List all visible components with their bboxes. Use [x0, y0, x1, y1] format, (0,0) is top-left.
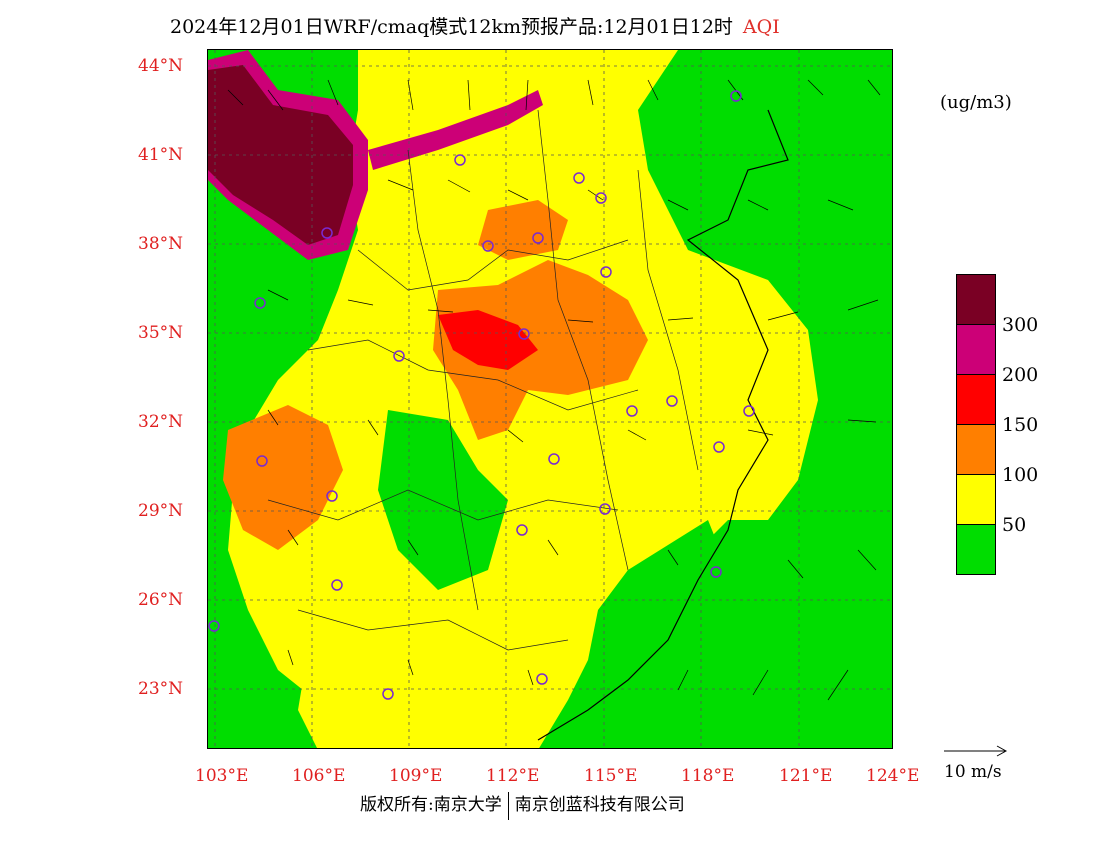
city-markers [208, 90, 755, 700]
legend-swatch-moderate [957, 475, 995, 525]
legend-swatch-good [957, 525, 995, 574]
legend-swatch-hazardous [957, 275, 995, 325]
aqi-band-good-patch-2 [598, 520, 728, 690]
lat-label-3: 38°N [138, 234, 184, 254]
legend-label-100: 100 [1002, 464, 1039, 486]
lon-label-6: 118°E [681, 766, 735, 786]
legend-swatch-sensitive [957, 425, 995, 475]
legend-swatch-unhealthy [957, 375, 995, 425]
lon-label-5: 115°E [584, 766, 638, 786]
lon-label-2: 106°E [292, 766, 346, 786]
lon-label-1: 103°E [195, 766, 249, 786]
wind-reference-arrow-icon [944, 745, 1008, 757]
lon-label-3: 109°E [389, 766, 443, 786]
lat-label-6: 29°N [138, 501, 184, 521]
aqi-band-sensitive-sichuan [223, 405, 343, 550]
copyright-left: 版权所有:南京大学 [360, 795, 502, 815]
lon-label-8: 124°E [866, 766, 920, 786]
copyright: 版权所有:南京大学 南京创蓝科技有限公司 [360, 790, 685, 820]
aqi-band-unhealthy [438, 310, 538, 370]
legend-label-300: 300 [1002, 314, 1039, 336]
aqi-band-very-unhealthy-streak [368, 90, 543, 170]
lon-label-4: 112°E [486, 766, 540, 786]
aqi-band-good-patch [378, 410, 508, 590]
legend-label-150: 150 [1002, 414, 1039, 436]
copyright-right: 南京创蓝科技有限公司 [514, 795, 685, 815]
lon-label-7: 121°E [779, 766, 833, 786]
graticule [208, 50, 892, 748]
lat-label-2: 41°N [138, 145, 184, 165]
map-title: 2024年12月01日WRF/cmaq模式12km预报产品:12月01日12时 A… [170, 12, 780, 39]
aqi-band-sensitive-north [478, 200, 568, 260]
legend-swatch-very-unhealthy [957, 325, 995, 375]
legend-label-50: 50 [1002, 514, 1027, 536]
coastline [537, 109, 789, 741]
unit-label: (ug/m3) [940, 92, 1012, 113]
lat-label-8: 23°N [138, 679, 184, 699]
lat-label-4: 35°N [138, 323, 184, 343]
copyright-divider [507, 791, 509, 820]
aqi-map-canvas [208, 50, 892, 748]
lat-label-5: 32°N [138, 412, 184, 432]
aqi-band-moderate-south [298, 650, 468, 748]
wind-vectors [227, 79, 881, 701]
lat-label-7: 26°N [138, 590, 184, 610]
legend-label-200: 200 [1002, 364, 1039, 386]
map-title-main: 2024年12月01日WRF/cmaq模式12km预报产品:12月01日12时 [170, 16, 733, 38]
map-title-variable: AQI [742, 16, 780, 38]
aqi-map [207, 49, 893, 749]
aqi-band-sensitive-central [433, 260, 648, 440]
color-legend [956, 274, 996, 575]
province-boundaries [267, 109, 699, 651]
lat-label-1: 44°N [138, 56, 184, 76]
wind-reference-label: 10 m/s [944, 762, 1002, 782]
